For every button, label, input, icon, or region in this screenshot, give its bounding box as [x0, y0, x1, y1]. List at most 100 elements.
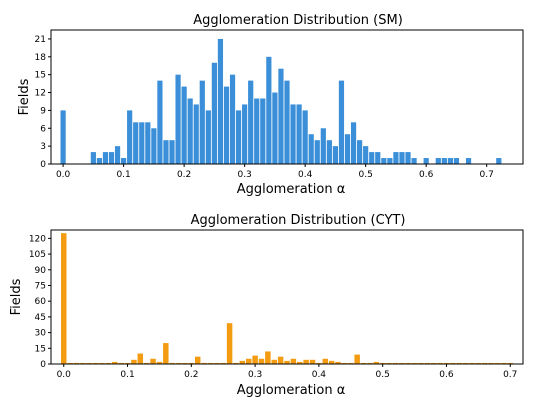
bar	[302, 110, 308, 164]
chart-panel-cyt: Agglomeration Distribution (CYT) 0 15 30 45…	[9, 213, 524, 398]
y-tick-label: 45	[35, 313, 46, 323]
bar	[328, 360, 335, 364]
bar	[354, 354, 360, 364]
y-tick-label: 3	[40, 142, 46, 152]
bar	[223, 86, 230, 164]
bar	[284, 80, 290, 164]
bar	[150, 358, 156, 364]
bar	[387, 158, 393, 164]
bar	[363, 146, 369, 164]
bar	[405, 362, 411, 364]
bar	[131, 359, 137, 364]
bar	[99, 362, 105, 364]
y-tick-label: 15	[35, 344, 46, 354]
bar	[226, 323, 233, 364]
y-tick-label: 21	[35, 35, 46, 45]
bar	[112, 361, 118, 364]
y-tick-label: 6	[40, 124, 46, 134]
bar	[475, 362, 482, 364]
bar	[423, 158, 429, 164]
x-tick-label: 0.4	[298, 170, 313, 180]
bar	[258, 358, 265, 364]
bar	[235, 110, 242, 164]
bar	[386, 362, 392, 364]
bar	[367, 362, 373, 364]
bar	[381, 158, 387, 164]
bar	[151, 128, 157, 164]
bar	[105, 362, 112, 364]
bar	[507, 362, 513, 364]
bar	[127, 110, 133, 164]
bar	[67, 362, 73, 364]
x-tick-label: 0.1	[120, 370, 134, 380]
x-axis-ticks: 0.0 0.1 0.2 0.3 0.4 0.5 0.6 0.7	[56, 164, 494, 180]
bar	[332, 146, 339, 164]
plot-frame	[50, 29, 524, 165]
bar	[411, 158, 417, 164]
bar-series	[61, 233, 513, 365]
bar	[188, 362, 195, 364]
bar	[194, 356, 201, 364]
bar	[252, 355, 258, 365]
bar	[375, 152, 381, 164]
bar	[248, 80, 254, 164]
bar	[233, 362, 239, 364]
bar	[284, 360, 290, 364]
bar	[447, 158, 453, 164]
bar	[272, 92, 278, 164]
bar	[418, 362, 424, 364]
bar	[405, 152, 411, 164]
bar	[175, 362, 182, 364]
bar	[271, 359, 277, 364]
y-axis-label: Fields	[17, 78, 32, 115]
bar	[357, 140, 363, 164]
bar	[296, 104, 302, 164]
x-tick-label: 0.6	[439, 370, 454, 380]
x-tick-label: 0.7	[503, 370, 517, 380]
y-tick-label: 90	[35, 266, 47, 276]
x-axis-label: Agglomeration α	[237, 383, 346, 398]
bar	[73, 362, 80, 364]
bar	[260, 98, 266, 164]
bar	[379, 362, 386, 364]
bar	[61, 233, 67, 364]
bar	[450, 362, 456, 364]
bar	[169, 362, 175, 364]
bar	[211, 62, 217, 165]
x-tick-label: 0.5	[359, 170, 373, 180]
bar	[469, 362, 475, 364]
bar	[139, 122, 145, 164]
bar	[199, 80, 205, 164]
x-tick-label: 0.5	[376, 370, 390, 380]
bar	[114, 146, 121, 164]
bar	[435, 158, 441, 164]
bar	[277, 356, 284, 364]
bar	[157, 80, 163, 164]
bar	[290, 104, 296, 164]
bar	[341, 362, 348, 364]
bar	[322, 358, 329, 364]
x-axis-label: Agglomeration α	[237, 182, 346, 197]
bar	[187, 98, 193, 164]
bar	[278, 68, 284, 164]
bar	[344, 134, 351, 164]
bar	[348, 362, 354, 364]
bar	[245, 358, 252, 364]
bar	[214, 362, 220, 364]
x-tick-label: 0.6	[419, 170, 434, 180]
bar	[207, 362, 214, 364]
bar	[163, 343, 169, 364]
bar	[266, 56, 272, 164]
bar	[399, 152, 405, 164]
bar	[90, 152, 96, 164]
bar	[297, 361, 303, 364]
bar	[456, 362, 462, 364]
bar	[373, 361, 380, 364]
plot-frame	[50, 229, 524, 365]
bar	[182, 362, 188, 364]
chart-title: Agglomeration Distribution (CYT)	[191, 213, 406, 228]
bar	[411, 362, 418, 364]
x-tick-label: 0.3	[237, 170, 251, 180]
bar	[494, 362, 501, 364]
